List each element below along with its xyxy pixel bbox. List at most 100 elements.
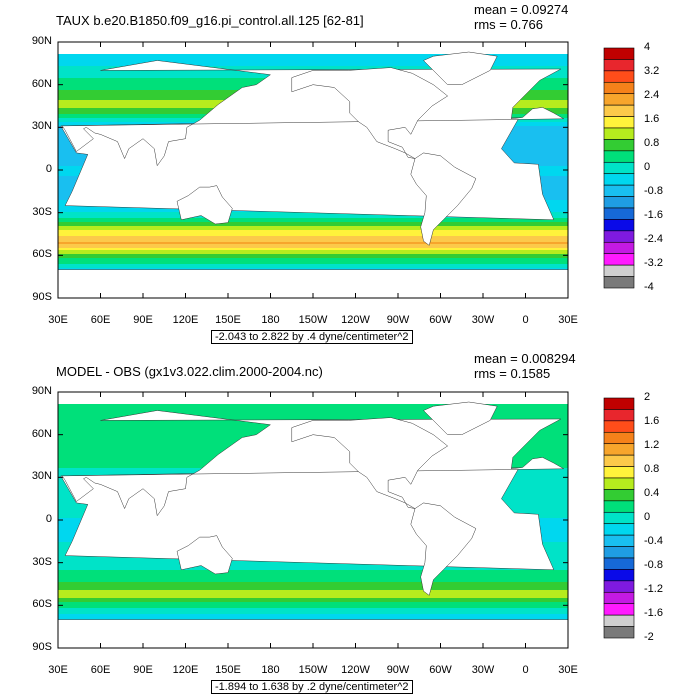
colorbar-swatch (603, 603, 635, 616)
colorbar-swatch (603, 466, 635, 479)
ocean-band (58, 66, 568, 69)
ocean-band (58, 582, 568, 585)
colorbar-swatch (603, 184, 635, 197)
colorbar-label: -2 (644, 631, 654, 643)
ocean-band (58, 60, 568, 63)
colorbar-swatch (603, 139, 635, 152)
ocean-band (58, 612, 568, 615)
colorbar-label: -1.6 (644, 209, 663, 221)
ocean-band (58, 214, 568, 217)
colorbar-label: 1.6 (644, 113, 660, 125)
colorbar-swatch (603, 241, 635, 255)
land-mask (176, 535, 233, 575)
ocean-band (58, 220, 568, 223)
ocean-band (58, 250, 568, 253)
land-mask (423, 51, 498, 85)
ocean-band (58, 416, 568, 419)
mean-stat: mean = 0.008294 (474, 351, 576, 366)
ocean-band (58, 584, 568, 587)
colorbar-swatch (603, 569, 635, 582)
x-tick-label: 90W (386, 314, 410, 326)
ocean-band (58, 600, 568, 603)
colorbar-swatch (603, 47, 635, 60)
ocean-band (58, 258, 568, 261)
ocean-band (58, 412, 568, 415)
land-mask (61, 60, 565, 167)
y-tick-label: 90S (32, 641, 52, 653)
colorbar-swatch (603, 116, 635, 129)
ocean-band (58, 410, 568, 413)
colorbar-swatch (603, 431, 635, 445)
ocean-band (58, 264, 568, 267)
land-mask (291, 67, 449, 159)
colorbar-swatch (603, 511, 635, 525)
colorbar-swatch (603, 161, 635, 175)
land-mask (410, 152, 477, 246)
colorbar-label: 0.4 (644, 487, 660, 499)
ocean-band (58, 586, 568, 589)
panel-title: TAUX b.e20.B1850.f09_g16.pi_control.all.… (56, 13, 364, 28)
ocean-band (58, 212, 568, 215)
y-tick-label: 90N (31, 385, 52, 397)
y-tick-label: 30N (31, 120, 52, 133)
colorbar (603, 47, 635, 289)
ocean-band (58, 568, 568, 571)
ocean-band (58, 222, 568, 225)
x-tick-label: 0 (522, 664, 529, 676)
colorbar-swatch (603, 276, 635, 289)
colorbar-swatch (603, 196, 635, 209)
colorbar-label: 0.8 (644, 463, 660, 475)
ocean-band (58, 616, 568, 619)
x-tick-label: 120E (172, 314, 199, 326)
ocean-band (58, 606, 568, 609)
contour-range-label: -1.894 to 1.638 by .2 dyne/centimeter^2 (211, 680, 413, 694)
x-tick-label: 90E (133, 664, 153, 676)
y-tick-label: 30S (32, 205, 52, 218)
x-tick-label: 30W (471, 314, 495, 326)
ocean-band (58, 268, 568, 271)
colorbar-label: -0.8 (644, 559, 663, 571)
ocean-band (58, 68, 568, 71)
ocean-band (58, 414, 568, 417)
ocean-band (58, 618, 568, 621)
colorbar-swatch (603, 523, 635, 536)
colorbar-label: -0.4 (644, 535, 663, 547)
ocean-band (58, 64, 568, 67)
x-tick-label: 60E (90, 664, 111, 676)
land-mask (423, 401, 498, 435)
land-mask (291, 417, 449, 509)
colorbar-swatch (603, 614, 635, 627)
ocean-band (58, 598, 568, 601)
x-tick-label: 150W (298, 664, 328, 676)
ocean-band (58, 230, 568, 233)
colorbar-swatch (603, 557, 635, 570)
colorbar-label: -1.6 (644, 607, 663, 619)
colorbar-swatch (603, 253, 635, 266)
ocean-band (58, 238, 568, 241)
y-tick-label: 60N (31, 77, 52, 90)
x-tick-label: 30E (558, 664, 578, 676)
ocean-band (58, 62, 568, 65)
ocean-band (58, 252, 568, 255)
x-tick-label: 150E (215, 314, 241, 326)
y-tick-label: 0 (45, 513, 52, 525)
x-tick-label: 90E (133, 314, 153, 326)
land-mask (176, 185, 233, 225)
colorbar-label: 2 (644, 391, 651, 403)
rms-stat: rms = 0.1585 (474, 366, 551, 381)
colorbar-swatch (603, 397, 635, 410)
ocean-band (58, 408, 568, 411)
colorbar-swatch (603, 534, 635, 547)
ocean-band (58, 242, 568, 245)
colorbar-swatch (603, 591, 635, 605)
colorbar-swatch (603, 150, 635, 163)
ocean-band (58, 576, 568, 579)
x-tick-label: 150W (298, 314, 328, 326)
colorbar-swatch (603, 477, 635, 490)
x-tick-label: 30W (471, 664, 495, 676)
x-tick-label: 180 (261, 664, 280, 676)
colorbar-swatch (603, 207, 635, 220)
x-tick-label: 30E (48, 314, 68, 326)
ocean-band (58, 240, 568, 243)
colorbar-swatch (603, 489, 635, 502)
